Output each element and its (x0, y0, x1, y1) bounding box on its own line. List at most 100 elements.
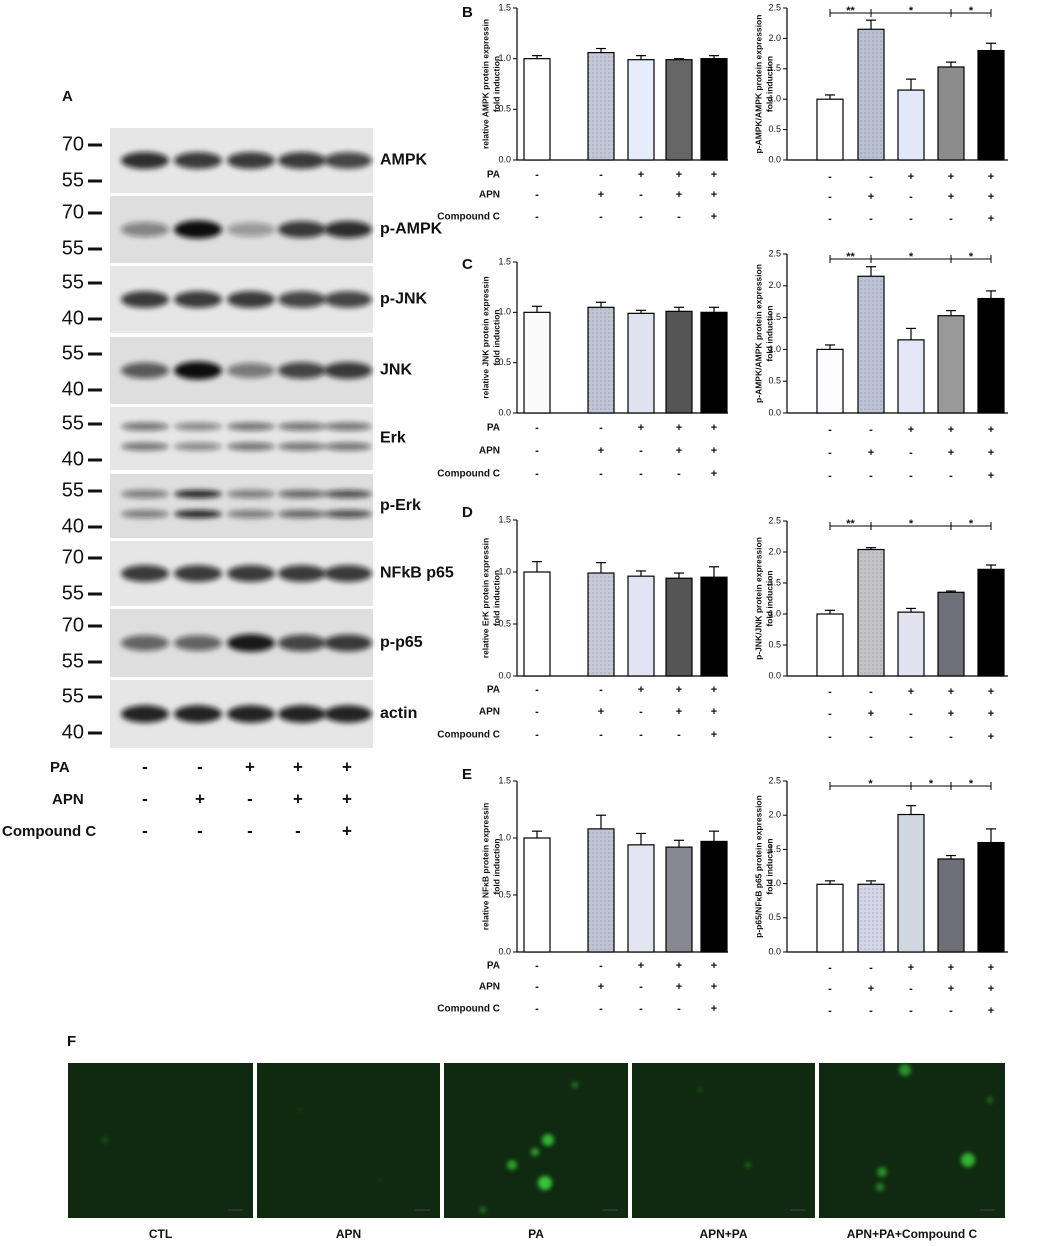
blot-band (227, 222, 275, 237)
treatment-sign: - (677, 468, 681, 480)
image-label: APN+PA (699, 1227, 747, 1241)
y-axis-label: relative AMPK protein expressin (480, 19, 490, 149)
y-axis-label: fold induction (491, 309, 501, 365)
fluorescent-cell (698, 1088, 702, 1092)
blot-band (278, 152, 326, 169)
treatment-sign: - (869, 171, 873, 183)
treatment-label: PA (487, 685, 500, 696)
image-label: APN+PA+Compound C (847, 1227, 978, 1241)
fluorescent-cell (877, 1167, 887, 1177)
treatment-sign: + (988, 731, 994, 743)
bar-chart: 0.0 0.5 1.0 1.5 relative ErK protein express… (437, 514, 728, 741)
blot-band (121, 442, 169, 451)
treatment-label: APN (52, 791, 84, 808)
image-label: PA (528, 1227, 544, 1241)
treatment-sign: + (988, 191, 994, 203)
sig-label: * (969, 778, 974, 790)
treatment-sign: - (599, 468, 603, 480)
treatment-sign: + (711, 960, 717, 972)
y-tick-label: 0.0 (498, 407, 511, 417)
treatment-sign: - (599, 422, 603, 434)
treatment-sign: - (869, 1005, 873, 1017)
treatment-sign: - (535, 981, 539, 993)
treatment-sign: + (868, 447, 874, 459)
blot-band (227, 634, 275, 652)
blot-band (174, 565, 222, 582)
blot-band (121, 510, 169, 518)
y-tick-label: 1.0 (768, 608, 781, 618)
y-tick-label: 0.5 (498, 889, 511, 899)
blot-band (324, 490, 372, 498)
y-tick-label: 2.5 (768, 775, 781, 785)
bar (700, 58, 728, 161)
blot-band (278, 565, 326, 582)
treatment-label: Compound C (437, 730, 500, 741)
blot-band (278, 490, 326, 498)
y-tick-label: 0.0 (498, 154, 511, 164)
treatment-sign: - (599, 960, 603, 972)
mw-marker: 55 (62, 582, 84, 604)
fluorescent-cell (961, 1153, 975, 1167)
y-tick-label: 1.0 (768, 94, 781, 104)
y-axis-label: fold induction (491, 56, 501, 112)
blot-band (324, 705, 372, 723)
y-tick-label: 0.5 (498, 104, 511, 114)
treatment-sign: + (988, 962, 994, 974)
fluorescent-cell (538, 1176, 552, 1190)
bar-texture (858, 29, 884, 161)
y-tick-label: 0.5 (768, 912, 781, 922)
treatment-sign: - (828, 686, 832, 698)
y-tick-label: 1.5 (498, 256, 511, 266)
bar (700, 311, 728, 414)
treatment-sign: - (639, 211, 643, 223)
treatment-sign: - (828, 731, 832, 743)
treatment-sign: + (676, 445, 682, 457)
treatment-sign: - (909, 708, 913, 720)
bar-chart: 0.0 0.5 1.0 1.5 relative AMPK protein expres… (437, 2, 728, 223)
blot-band (227, 705, 275, 723)
treatment-sign: + (293, 757, 303, 776)
blot-band (174, 152, 222, 169)
bar (977, 49, 1005, 161)
fluorescent-cell (876, 1183, 884, 1191)
treatment-sign: + (676, 422, 682, 434)
panel-label: A (62, 88, 73, 105)
treatment-sign: - (677, 211, 681, 223)
mw-marker: 55 (62, 650, 84, 672)
fluorescent-cell (102, 1137, 108, 1143)
treatment-sign: - (535, 422, 539, 434)
treatment-sign: + (948, 962, 954, 974)
treatment-sign: + (598, 981, 604, 993)
treatment-sign: + (676, 684, 682, 696)
fluorescence-image (257, 1063, 440, 1218)
blot-band (324, 152, 372, 169)
treatment-sign: + (638, 422, 644, 434)
mw-marker: 40 (62, 378, 84, 400)
treatment-sign: - (599, 1003, 603, 1015)
blot-band (174, 705, 222, 723)
image-label: CTL (149, 1227, 172, 1241)
treatment-sign: + (948, 191, 954, 203)
blot-band (324, 442, 372, 451)
bar (627, 844, 655, 953)
blot-band (121, 291, 169, 308)
protein-label: p-Erk (380, 497, 421, 514)
treatment-label: Compound C (437, 212, 500, 223)
bar (816, 98, 844, 161)
blot-band (174, 361, 222, 380)
y-tick-label: 1.5 (498, 514, 511, 524)
treatment-sign: - (828, 171, 832, 183)
treatment-label: Compound C (437, 469, 500, 480)
mw-marker: 70 (62, 133, 84, 155)
mw-marker: 40 (62, 515, 84, 537)
treatment-sign: - (869, 962, 873, 974)
y-tick-label: 0.0 (768, 154, 781, 164)
y-tick-label: 1.0 (768, 878, 781, 888)
sig-label: ** (846, 518, 855, 530)
mw-marker: 70 (62, 614, 84, 636)
treatment-sign: + (988, 447, 994, 459)
treatment-label: APN (479, 707, 500, 718)
bar-texture (588, 307, 614, 413)
y-axis-label: fold induction (764, 56, 774, 112)
treatment-sign: + (868, 191, 874, 203)
